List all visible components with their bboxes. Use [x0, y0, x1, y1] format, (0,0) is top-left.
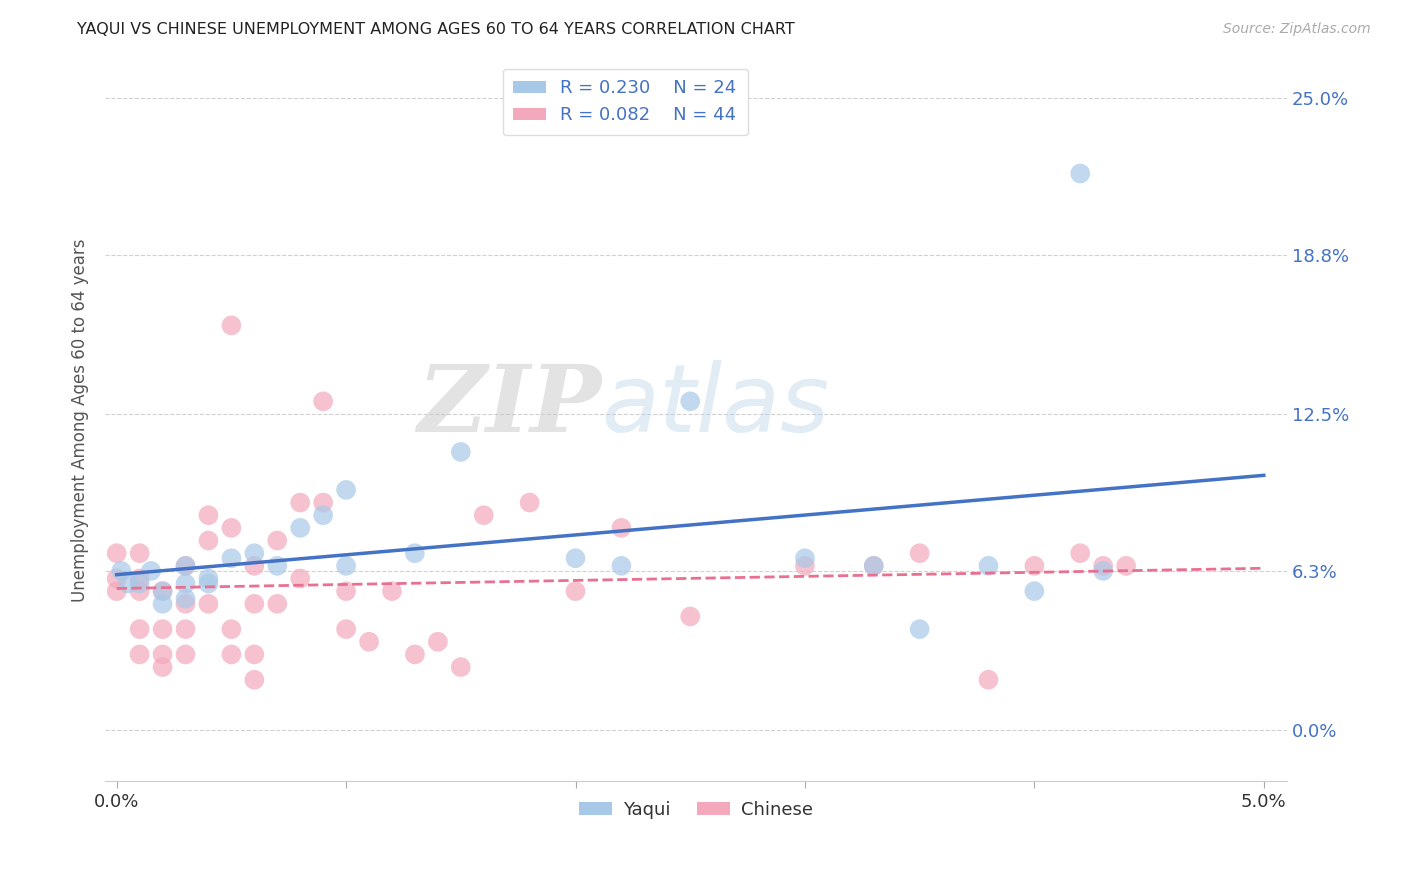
Point — [117, 576, 139, 591]
Point — [197, 572, 219, 586]
Point — [105, 546, 128, 560]
Point — [174, 648, 197, 662]
Point — [312, 508, 335, 523]
Point — [128, 648, 150, 662]
Point — [404, 546, 426, 560]
Point — [174, 558, 197, 573]
Point — [174, 576, 197, 591]
Point — [243, 673, 266, 687]
Point — [1115, 558, 1137, 573]
Point — [1069, 167, 1091, 181]
Point — [404, 648, 426, 662]
Point — [266, 558, 288, 573]
Point — [221, 622, 243, 636]
Text: YAQUI VS CHINESE UNEMPLOYMENT AMONG AGES 60 TO 64 YEARS CORRELATION CHART: YAQUI VS CHINESE UNEMPLOYMENT AMONG AGES… — [77, 22, 794, 37]
Point — [450, 660, 472, 674]
Point — [105, 584, 128, 599]
Point — [519, 495, 541, 509]
Point — [1069, 546, 1091, 560]
Point — [1092, 564, 1115, 578]
Point — [450, 445, 472, 459]
Point — [312, 495, 335, 509]
Point — [793, 551, 815, 566]
Point — [335, 584, 357, 599]
Point — [679, 609, 702, 624]
Point — [266, 533, 288, 548]
Point — [152, 660, 174, 674]
Text: Source: ZipAtlas.com: Source: ZipAtlas.com — [1223, 22, 1371, 37]
Point — [197, 508, 219, 523]
Point — [197, 597, 219, 611]
Point — [1092, 558, 1115, 573]
Point — [381, 584, 404, 599]
Point — [977, 673, 1000, 687]
Point — [152, 648, 174, 662]
Point — [1024, 558, 1046, 573]
Point — [472, 508, 495, 523]
Point — [679, 394, 702, 409]
Point — [243, 597, 266, 611]
Point — [197, 533, 219, 548]
Point — [610, 558, 633, 573]
Point — [152, 597, 174, 611]
Text: atlas: atlas — [602, 360, 830, 451]
Point — [290, 521, 312, 535]
Point — [793, 558, 815, 573]
Point — [335, 622, 357, 636]
Point — [908, 622, 931, 636]
Point — [290, 495, 312, 509]
Point — [335, 483, 357, 497]
Point — [312, 394, 335, 409]
Point — [152, 584, 174, 599]
Point — [564, 584, 586, 599]
Point — [221, 521, 243, 535]
Point — [197, 576, 219, 591]
Point — [977, 558, 1000, 573]
Point — [610, 521, 633, 535]
Point — [243, 546, 266, 560]
Point — [243, 558, 266, 573]
Point — [174, 597, 197, 611]
Point — [221, 551, 243, 566]
Point — [221, 318, 243, 333]
Point — [1024, 584, 1046, 599]
Point — [335, 558, 357, 573]
Point — [128, 576, 150, 591]
Point — [426, 634, 449, 648]
Point — [908, 546, 931, 560]
Point — [128, 622, 150, 636]
Text: ZIP: ZIP — [418, 361, 602, 450]
Point — [152, 622, 174, 636]
Point — [862, 558, 884, 573]
Point — [174, 622, 197, 636]
Point — [128, 572, 150, 586]
Point — [128, 546, 150, 560]
Point — [862, 558, 884, 573]
Y-axis label: Unemployment Among Ages 60 to 64 years: Unemployment Among Ages 60 to 64 years — [72, 238, 89, 602]
Point — [152, 584, 174, 599]
Point — [139, 564, 162, 578]
Point — [174, 558, 197, 573]
Point — [110, 564, 132, 578]
Point — [290, 572, 312, 586]
Point — [357, 634, 380, 648]
Point — [105, 572, 128, 586]
Point — [128, 584, 150, 599]
Point — [221, 648, 243, 662]
Point — [564, 551, 586, 566]
Point — [174, 591, 197, 606]
Legend: Yaqui, Chinese: Yaqui, Chinese — [572, 794, 820, 826]
Point — [266, 597, 288, 611]
Point — [243, 648, 266, 662]
